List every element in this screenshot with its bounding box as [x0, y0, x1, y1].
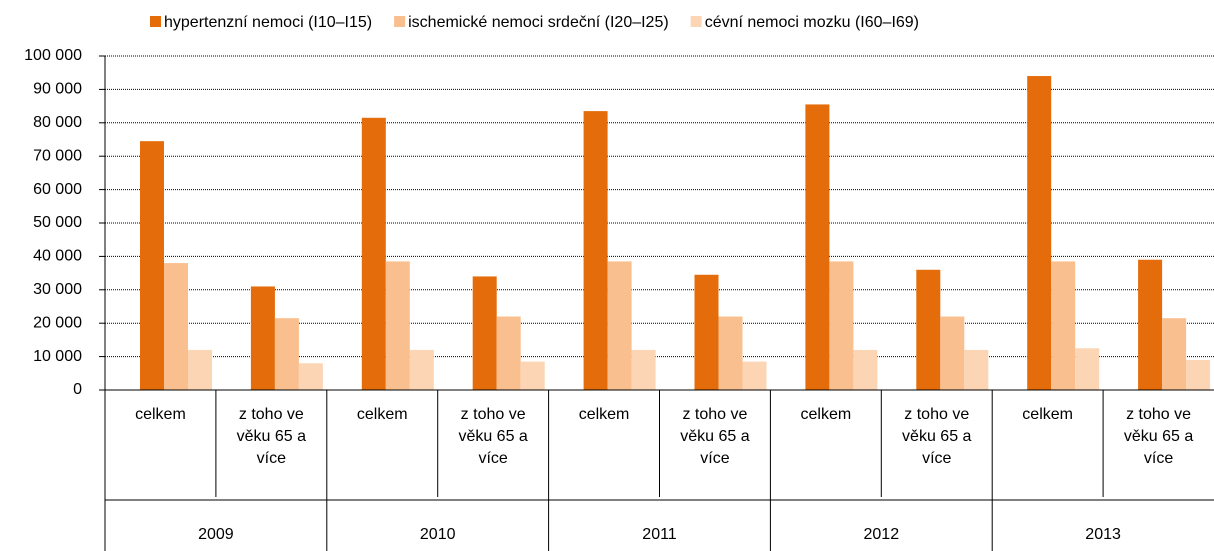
bar	[496, 316, 521, 390]
y-tick-label: 70 000	[33, 147, 82, 164]
bar	[140, 141, 164, 390]
bar	[805, 104, 830, 391]
group-label: 2013	[1085, 526, 1121, 543]
bar	[1162, 318, 1187, 390]
bar	[298, 363, 323, 390]
bar	[250, 286, 275, 390]
bar	[1186, 359, 1211, 390]
bar	[1027, 76, 1052, 390]
bar	[694, 274, 719, 390]
legend-swatch	[690, 16, 702, 27]
bar	[916, 269, 941, 390]
bar	[1051, 261, 1076, 390]
bar	[188, 349, 212, 390]
bar	[583, 111, 608, 391]
legend-label: cévní nemoci mozku (I60–I69)	[705, 14, 919, 31]
x-tick-label: celkem	[356, 406, 408, 423]
bar	[631, 349, 656, 390]
y-tick-label: 10 000	[33, 348, 82, 365]
legend-label: ischemické nemoci srdeční (I20–I25)	[408, 14, 669, 31]
x-tick-label: celkem	[800, 406, 852, 423]
bar	[361, 117, 386, 390]
legend-swatch	[394, 16, 406, 27]
group-label: 2010	[420, 526, 456, 543]
x-tick-label: celkem	[578, 406, 630, 423]
group-label: 2012	[864, 526, 900, 543]
group-label: 2009	[198, 526, 234, 543]
y-tick-label: 90 000	[33, 81, 82, 98]
bar	[409, 349, 434, 390]
bar	[742, 361, 767, 390]
x-tick-label: celkem	[135, 406, 186, 423]
x-tick-label: z toho ve věku 65 a více	[236, 406, 307, 467]
x-tick-label: z toho ve věku 65 a více	[458, 406, 528, 467]
group-label: 2011	[642, 526, 677, 543]
legend-label: hypertenzní nemoci (I10–I15)	[164, 14, 372, 31]
y-tick-label: 40 000	[33, 248, 82, 265]
bar	[829, 261, 854, 390]
bar	[520, 361, 545, 390]
y-tick-label: 60 000	[33, 181, 82, 198]
bar	[853, 349, 878, 390]
bar	[472, 276, 497, 390]
legend-swatch	[150, 16, 161, 27]
bar	[607, 261, 632, 390]
y-tick-label: 0	[73, 381, 82, 398]
y-tick-label: 80 000	[33, 114, 82, 131]
y-tick-label: 100 000	[24, 47, 82, 64]
y-tick-label: 50 000	[33, 214, 82, 231]
x-tick-label: z toho ve věku 65 a více	[1123, 406, 1194, 467]
bar	[385, 261, 410, 390]
y-tick-label: 20 000	[33, 314, 82, 331]
bar	[164, 263, 188, 390]
bar	[940, 316, 965, 390]
bar	[964, 349, 989, 390]
bar	[1075, 348, 1100, 390]
y-tick-label: 30 000	[33, 281, 82, 298]
x-tick-label: z toho ve věku 65 a více	[680, 406, 750, 467]
bar	[718, 316, 743, 390]
x-tick-label: celkem	[1022, 406, 1073, 423]
bar	[274, 318, 299, 390]
x-tick-label: z toho ve věku 65 a více	[902, 406, 972, 467]
bar	[1138, 259, 1163, 390]
